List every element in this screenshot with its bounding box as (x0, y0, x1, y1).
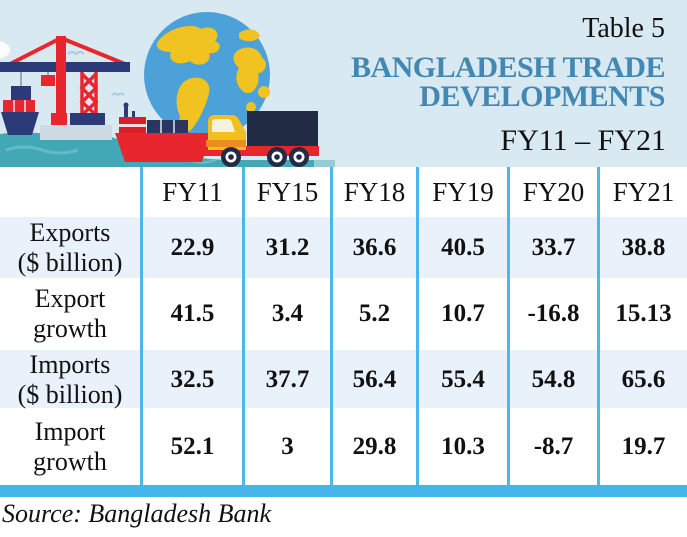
cell-imports-fy20: 54.8 (510, 350, 600, 410)
cell-import-growth-fy20: -8.7 (510, 408, 600, 485)
cell-exports-fy11: 22.9 (143, 217, 245, 278)
truck-icon (204, 111, 319, 167)
title-line-1: BANGLADESH TRADE (350, 51, 666, 84)
cell-export-growth-fy20: -16.8 (510, 278, 600, 350)
bottom-accent-bar (0, 485, 687, 497)
table-header-row: FY11 FY15 FY18 FY19 FY20 FY21 (0, 167, 687, 217)
cell-import-growth-fy18: 29.8 (333, 408, 419, 485)
water (0, 130, 336, 167)
cell-export-growth-fy11: 41.5 (143, 278, 245, 350)
cell-export-growth-fy15: 3.4 (245, 278, 333, 350)
cell-imports-fy11: 32.5 (143, 350, 245, 410)
cell-import-growth-fy15: 3 (245, 408, 333, 485)
row-label-export-growth: Export growth (0, 278, 143, 350)
cell-exports-fy19: 40.5 (419, 217, 510, 278)
column-header-fy19: FY19 (419, 167, 510, 217)
column-header-fy21: FY21 (612, 176, 675, 207)
row-label-exports: Exports ($ billion) (0, 217, 143, 278)
table-row-imports: Imports ($ billion) 32.5 37.7 56.4 55.4 … (0, 350, 687, 410)
row-label-line: Imports (29, 350, 111, 379)
row-label-line: ($ billion) (17, 247, 123, 277)
header-illustration: Table 5 BANGLADESH TRADE DEVELOPMENTS FY… (0, 0, 687, 167)
cloud-icon (0, 41, 10, 59)
pier (40, 125, 112, 140)
table-row-import-growth: Import growth 52.1 3 29.8 10.3 -8.7 19.7 (0, 408, 687, 485)
cell-exports-fy21: 38.8 (621, 233, 666, 261)
port-scene (0, 0, 687, 167)
cell-imports-fy18: 56.4 (333, 350, 419, 410)
column-header-fy11: FY11 (143, 167, 245, 217)
row-label-line: growth (33, 446, 107, 476)
row-label-line: Exports (29, 217, 111, 247)
cell-imports-fy19: 55.4 (419, 350, 510, 410)
row-label-line: growth (33, 314, 107, 343)
table-row-export-growth: Export growth 41.5 3.4 5.2 10.7 -16.8 15… (0, 278, 687, 350)
cell-import-growth-fy21: 19.7 (621, 432, 666, 460)
truck-wheels (221, 147, 309, 167)
cell-imports-fy15: 37.7 (245, 350, 333, 410)
globe-icon (144, 12, 270, 138)
cell-export-growth-fy19: 10.7 (419, 278, 510, 350)
boat-icon (1, 72, 39, 135)
cell-export-growth-fy21: 15.13 (615, 300, 672, 327)
cell-import-growth-fy11: 52.1 (143, 408, 245, 485)
cell-imports-fy21: 65.6 (621, 366, 666, 393)
row-label-line: ($ billion) (17, 380, 123, 409)
row-label-line: Export (34, 284, 106, 313)
cargo-ship-icon (115, 102, 211, 162)
table-row-exports: Exports ($ billion) 22.9 31.2 36.6 40.5 … (0, 217, 687, 278)
trade-data-table: FY11 FY15 FY18 FY19 FY20 FY21 Exports ($… (0, 167, 687, 485)
row-label-import-growth: Import growth (0, 408, 143, 485)
cell-exports-fy18: 36.6 (333, 217, 419, 278)
title-line-2: DEVELOPMENTS (419, 80, 665, 113)
column-header-fy18: FY18 (333, 167, 419, 217)
cell-import-growth-fy19: 10.3 (419, 408, 510, 485)
table-number-tag: Table 5 (582, 13, 665, 44)
page-title: BANGLADESH TRADE DEVELOPMENTS (350, 51, 666, 113)
corner-cell (0, 167, 143, 217)
crane-icon (0, 36, 130, 125)
period-range: FY11 – FY21 (500, 124, 666, 157)
column-header-fy15: FY15 (245, 167, 333, 217)
cell-exports-fy20: 33.7 (510, 217, 600, 278)
cell-exports-fy15: 31.2 (245, 217, 333, 278)
source-credit: Source: Bangladesh Bank (2, 499, 272, 528)
column-header-fy20: FY20 (510, 167, 600, 217)
cell-export-growth-fy18: 5.2 (333, 278, 419, 350)
row-label-imports: Imports ($ billion) (0, 350, 143, 410)
row-label-line: Import (34, 416, 106, 446)
